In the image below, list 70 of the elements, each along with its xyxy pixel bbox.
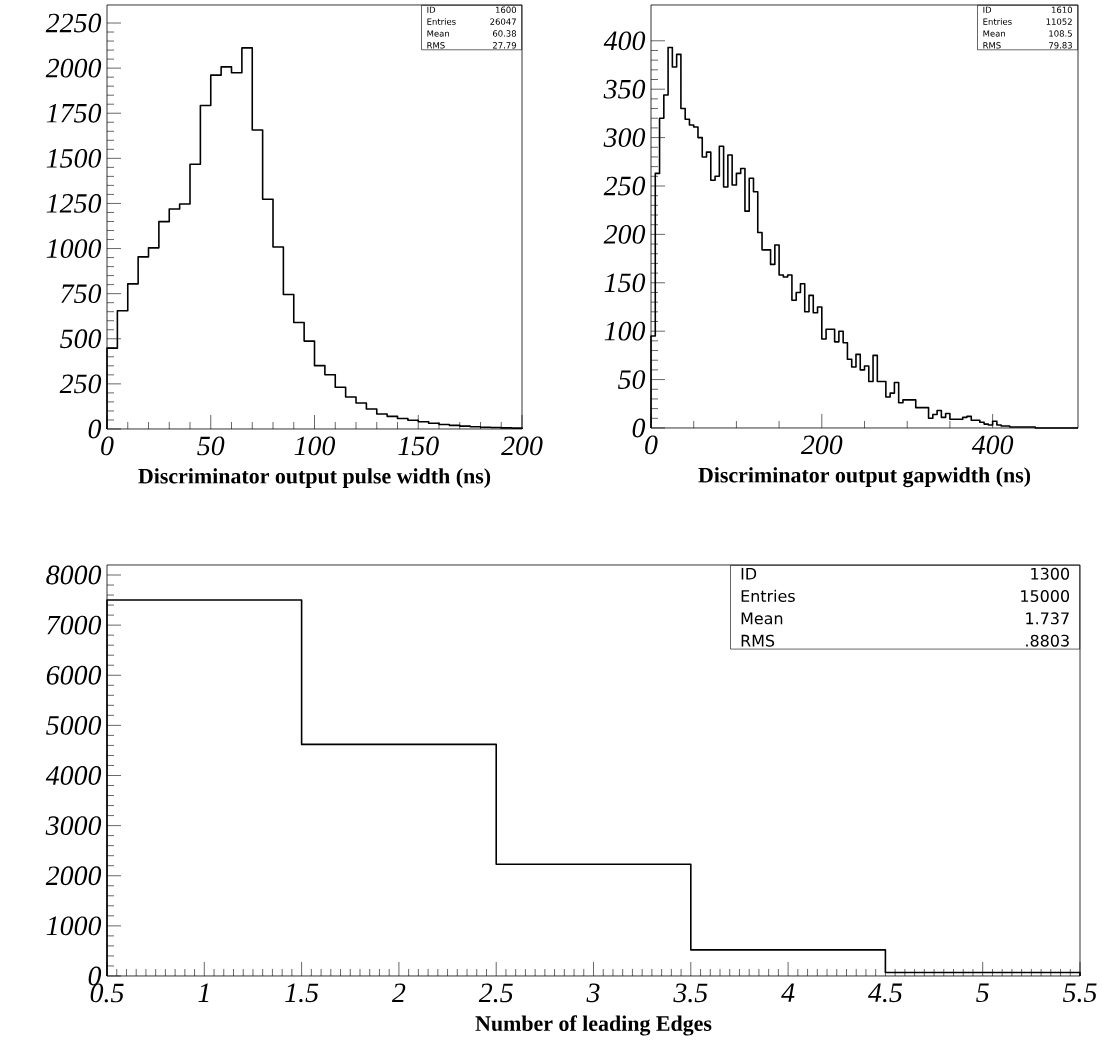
y-tick-label: 4000 xyxy=(45,766,102,785)
y-tick-label: 50 xyxy=(618,370,646,389)
x-tick-label: 3.5 xyxy=(673,983,708,1003)
y-tick-label: 350 xyxy=(603,79,646,99)
annotation: 27.79 xyxy=(492,42,517,49)
x-axis-title: Discriminator output gapwidth (ns) xyxy=(698,467,1031,488)
annotation: 108.5 xyxy=(1049,30,1072,37)
annotation: 26047 xyxy=(490,18,516,25)
annotation: 11052 xyxy=(1046,18,1072,25)
x-tick-label: 2 xyxy=(391,983,406,1002)
y-tick-label: 1000 xyxy=(46,916,102,936)
x-tick-label: 2.5 xyxy=(478,983,513,1003)
x-tick-label: 100 xyxy=(294,436,336,456)
annotation: RMS xyxy=(983,42,1001,49)
y-tick-label: 2250 xyxy=(45,13,102,33)
x-tick-label: 1.5 xyxy=(285,983,319,1003)
y-tick-label: 3000 xyxy=(45,816,102,836)
y-tick-label: 1750 xyxy=(46,103,102,123)
annotation: Mean xyxy=(741,612,783,625)
y-tick-label: 6000 xyxy=(46,665,102,685)
annotation: ID xyxy=(427,6,436,13)
x-tick-label: 5.5 xyxy=(1063,983,1097,1003)
y-tick-label: 1000 xyxy=(46,239,102,258)
x-tick-label: 4.5 xyxy=(868,983,903,1003)
annotation: 1.737 xyxy=(1026,612,1069,625)
y-tick-label: 1250 xyxy=(46,194,102,213)
annotation: RMS xyxy=(427,42,445,49)
x-tick-label: 200 xyxy=(800,435,843,455)
y-tick-label: 0 xyxy=(632,418,646,438)
x-tick-label: 50 xyxy=(197,436,225,456)
x-axis-title: Discriminator output pulse width (ns) xyxy=(138,468,491,489)
annotation: 1600 xyxy=(496,6,517,13)
annotation: 60.38 xyxy=(492,30,517,37)
annotation: Mean xyxy=(427,30,449,37)
y-tick-label: 2000 xyxy=(45,58,102,78)
x-tick-label: 200 xyxy=(501,436,543,456)
y-tick-label: 750 xyxy=(61,284,102,304)
annotation: Entries xyxy=(427,18,456,25)
y-tick-label: 5000 xyxy=(46,715,102,735)
y-tick-label: 250 xyxy=(603,176,646,196)
y-tick-label: 200 xyxy=(603,224,646,244)
x-axis-title: Number of leading Edges xyxy=(475,1015,712,1036)
y-tick-label: 2000 xyxy=(45,866,102,886)
annotation: Entries xyxy=(741,589,795,603)
annotation: 79.83 xyxy=(1049,42,1072,49)
x-tick-label: 5 xyxy=(976,983,989,1003)
annotation: 15000 xyxy=(1021,590,1070,603)
x-tick-label: 3 xyxy=(586,983,600,1003)
y-tick-label: 300 xyxy=(603,128,646,147)
x-tick-label: 400 xyxy=(971,435,1014,455)
y-tick-label: 8000 xyxy=(46,565,102,585)
y-tick-label: 150 xyxy=(604,273,646,293)
annotation: Entries xyxy=(983,18,1012,25)
annotation: Mean xyxy=(983,30,1005,37)
y-tick-label: 7000 xyxy=(47,615,102,635)
annotation: RMS xyxy=(741,634,775,647)
y-tick-label: 0 xyxy=(88,419,102,439)
x-tick-label: 1 xyxy=(198,983,209,1002)
annotation: 1300 xyxy=(1031,567,1070,580)
y-tick-label: 250 xyxy=(59,374,102,394)
x-tick-label: 150 xyxy=(398,436,439,456)
y-tick-label: 500 xyxy=(60,329,102,349)
y-tick-label: 400 xyxy=(603,31,646,51)
y-tick-label: 100 xyxy=(604,321,646,341)
annotation: ID xyxy=(741,567,757,580)
annotation: .8803 xyxy=(1026,634,1069,647)
annotation: ID xyxy=(983,6,992,13)
y-tick-label: 1500 xyxy=(46,148,102,168)
annotation: 1610 xyxy=(1052,6,1073,13)
x-tick-label: 4 xyxy=(781,983,795,1002)
